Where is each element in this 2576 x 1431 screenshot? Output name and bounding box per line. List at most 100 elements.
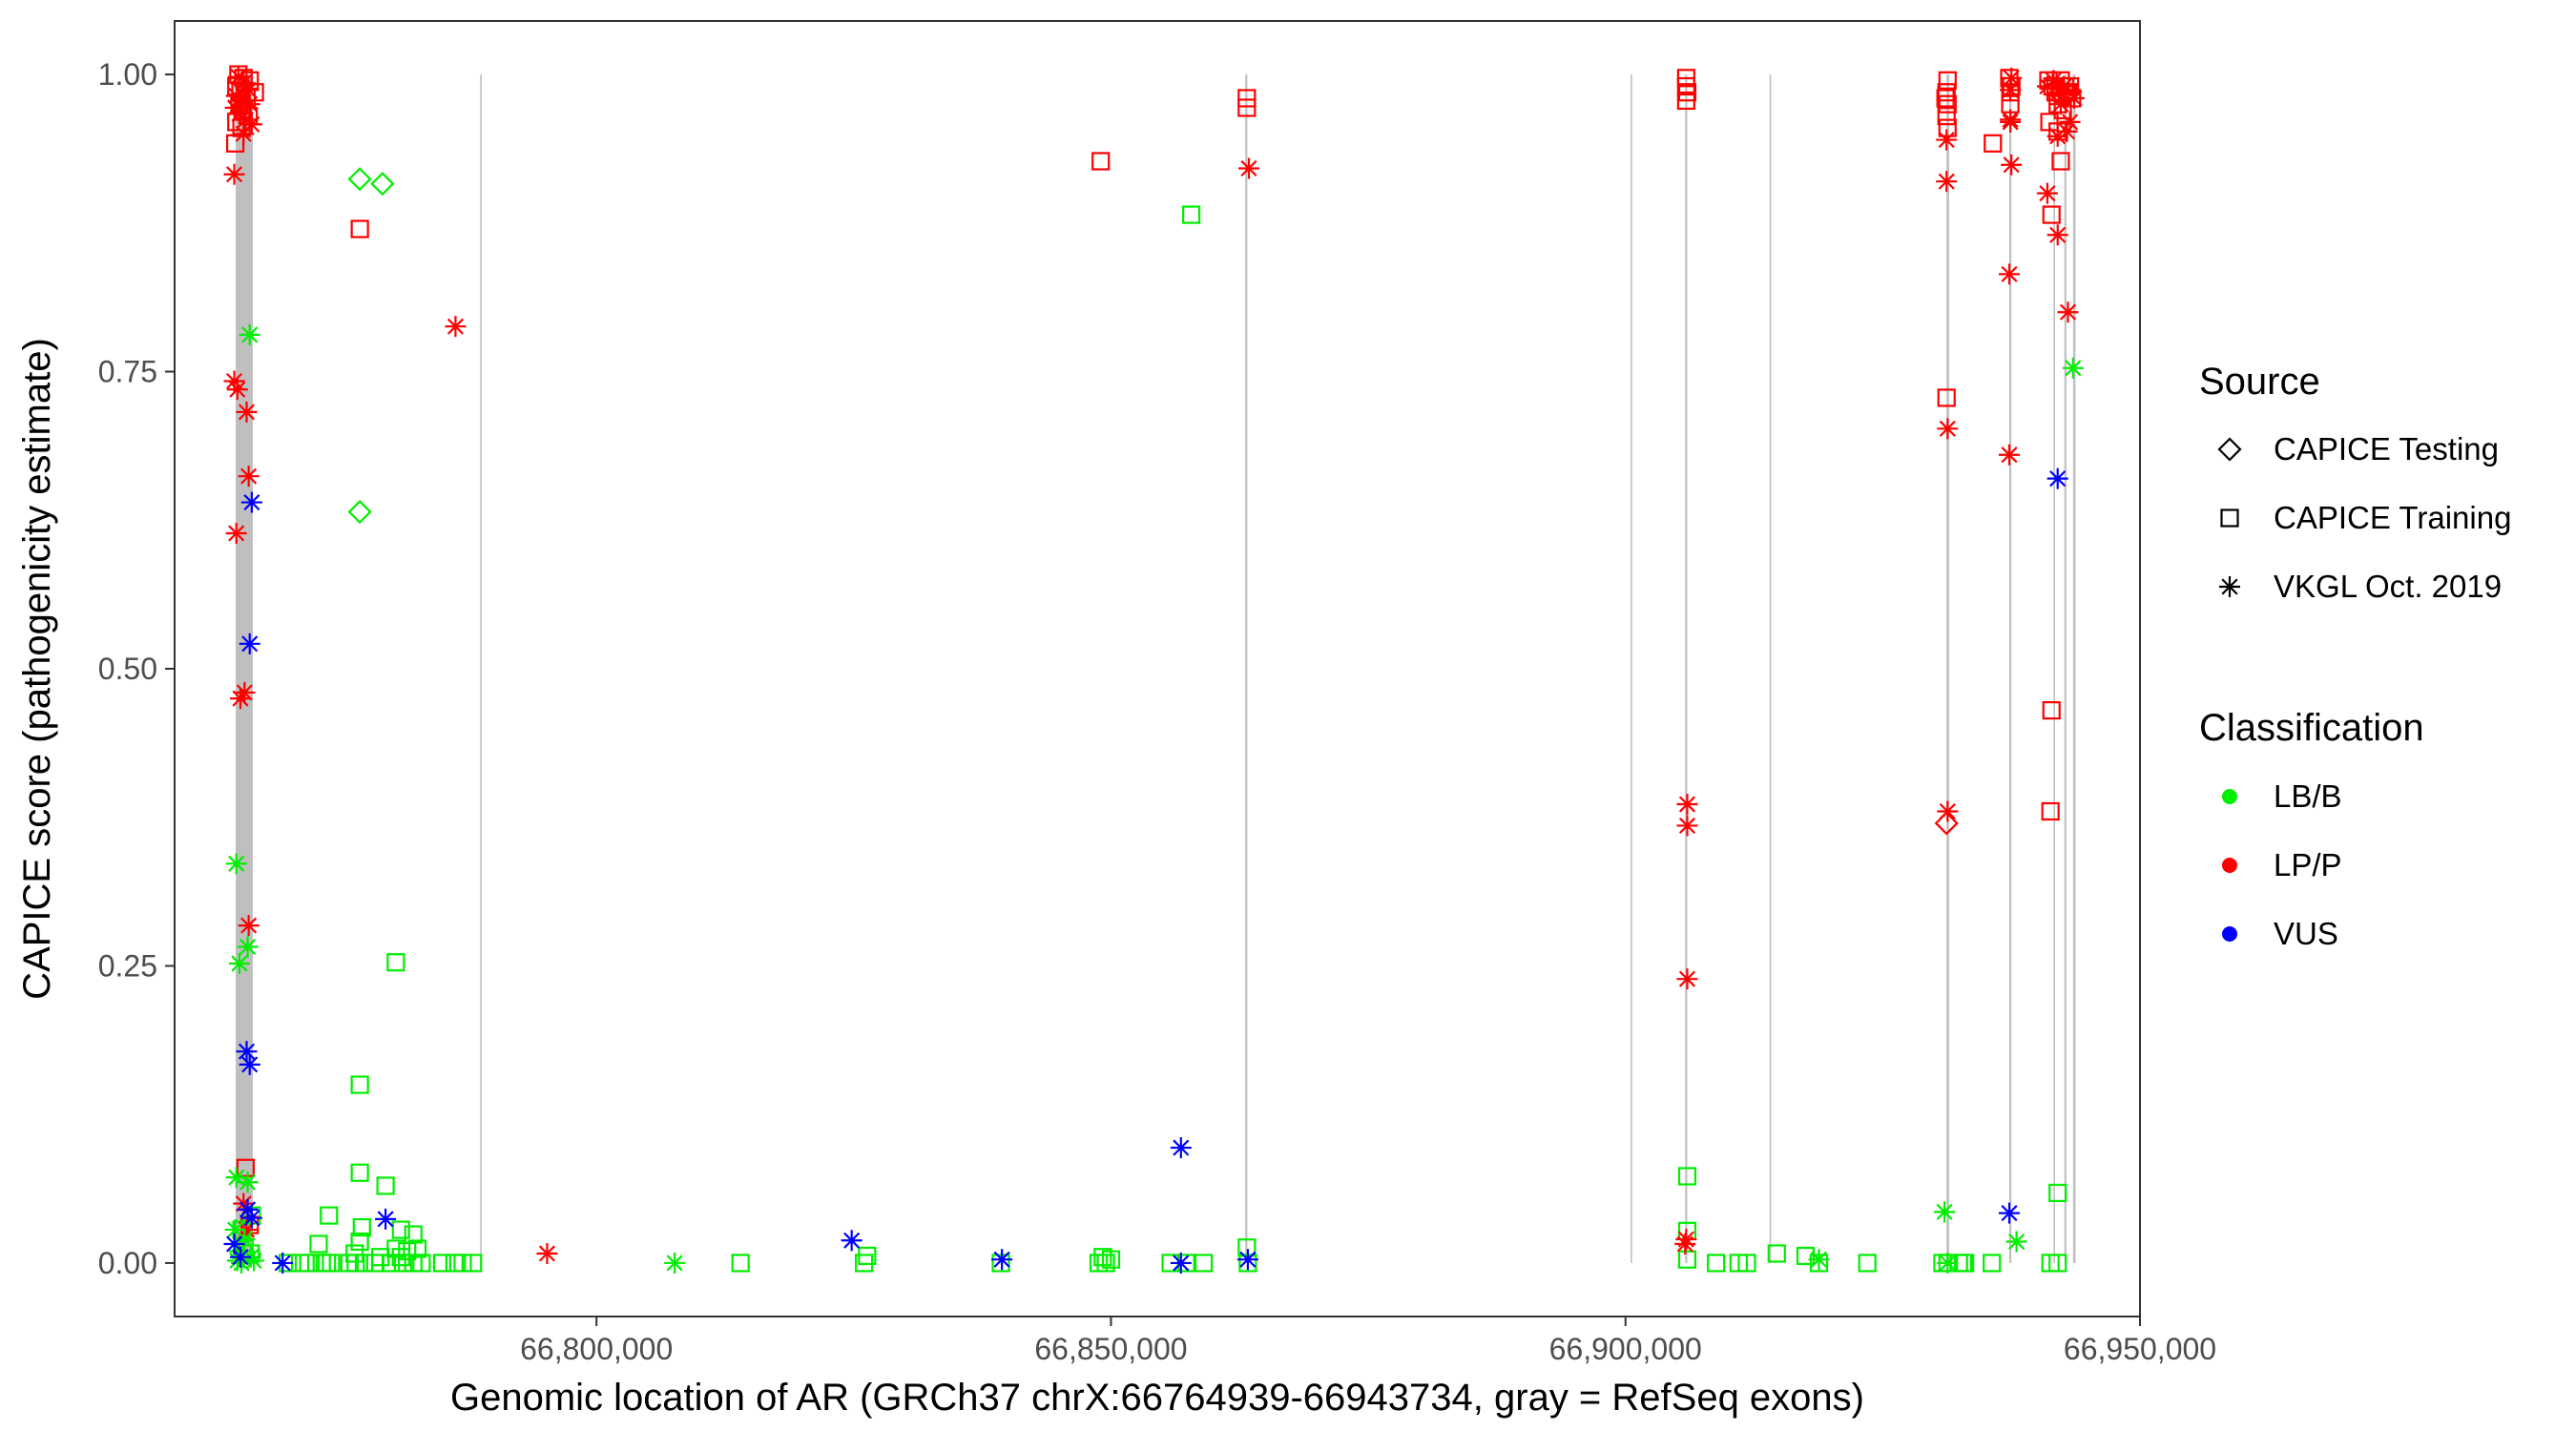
point-square-lbb bbox=[1858, 1254, 1877, 1273]
point-asterisk-vus bbox=[991, 1249, 1013, 1271]
point-asterisk-vus bbox=[240, 1207, 262, 1229]
point-square-lbb bbox=[345, 1244, 364, 1263]
point-square-lpp bbox=[1938, 94, 1957, 114]
point-square-lpp bbox=[236, 1158, 256, 1177]
point-square-lpp bbox=[1984, 134, 2003, 153]
point-square-lbb bbox=[404, 1225, 423, 1244]
point-square-lbb bbox=[1181, 205, 1201, 224]
point-asterisk-lpp bbox=[233, 123, 255, 145]
point-asterisk-lpp bbox=[238, 466, 260, 487]
point-diamond-lbb bbox=[347, 167, 372, 192]
point-asterisk-vus bbox=[1999, 1202, 2021, 1224]
point-asterisk-lpp bbox=[1676, 968, 1698, 990]
point-square-lbb bbox=[1194, 1254, 1214, 1273]
point-asterisk-lpp bbox=[230, 688, 252, 710]
point-square-lbb bbox=[352, 1217, 371, 1237]
point-square-lpp bbox=[1936, 89, 1955, 108]
point-square-lbb bbox=[1737, 1254, 1756, 1273]
point-square-lpp bbox=[350, 219, 369, 238]
point-square-lbb bbox=[731, 1254, 750, 1273]
point-square-lbb bbox=[350, 1232, 369, 1252]
point-asterisk-lpp bbox=[1936, 129, 1958, 151]
point-asterisk-lpp bbox=[223, 370, 245, 392]
point-square-lbb bbox=[1707, 1254, 1726, 1273]
point-asterisk-vus bbox=[1236, 1249, 1258, 1271]
point-asterisk-vus bbox=[272, 1252, 294, 1274]
point-asterisk-lpp bbox=[1237, 157, 1259, 179]
point-square-lbb bbox=[299, 1254, 318, 1273]
y-tick-label: 0.50 bbox=[98, 652, 157, 686]
point-asterisk-lpp bbox=[2000, 79, 2022, 101]
point-asterisk-vus bbox=[239, 1053, 260, 1075]
point-asterisk-lbb bbox=[225, 853, 247, 875]
point-diamond-lbb bbox=[347, 499, 372, 525]
point-asterisk-lpp bbox=[2001, 154, 2023, 176]
point-square-lbb bbox=[1677, 1250, 1697, 1269]
legend-source-items: CAPICE Testing CAPICE Training VKGL Oct. 2… bbox=[2217, 431, 2511, 604]
x-axis-title: Genomic location of AR (GRCh37 chrX:6676… bbox=[450, 1377, 1864, 1419]
exon-band bbox=[2009, 74, 2012, 1263]
point-square-lbb bbox=[391, 1248, 410, 1267]
point-asterisk-lpp bbox=[1937, 800, 1959, 822]
point-square-lbb bbox=[1096, 1254, 1115, 1273]
legend-source-label: VKGL Oct. 2019 bbox=[2274, 569, 2502, 604]
point-square-lbb bbox=[1677, 1167, 1697, 1186]
point-asterisk-lpp bbox=[2001, 67, 2023, 89]
point-square-lbb bbox=[350, 1075, 369, 1094]
point-asterisk-lbb bbox=[2005, 1231, 2027, 1253]
point-asterisk-vus bbox=[1170, 1137, 1192, 1159]
point-asterisk-lbb bbox=[239, 323, 260, 345]
point-asterisk-lpp bbox=[445, 316, 467, 338]
point-asterisk-lbb bbox=[1934, 1201, 1956, 1223]
point-asterisk-lpp bbox=[236, 401, 258, 423]
point-square-lbb bbox=[2048, 1183, 2067, 1203]
point-square-lbb bbox=[412, 1254, 431, 1273]
point-square-lbb bbox=[386, 953, 405, 972]
y-tick-label: 0.25 bbox=[98, 948, 157, 983]
point-asterisk-lbb bbox=[228, 952, 250, 974]
y-tick-label: 0.00 bbox=[98, 1246, 157, 1280]
point-square-lbb bbox=[322, 1254, 341, 1273]
legend-source-label: CAPICE Training bbox=[2274, 500, 2511, 535]
legend: Source CAPICE Testing CAPICE Training VKGL… bbox=[2199, 361, 2511, 951]
point-square-lbb bbox=[464, 1254, 483, 1273]
point-square-lbb bbox=[453, 1254, 472, 1273]
point-asterisk-lbb bbox=[237, 1172, 259, 1193]
exon-band bbox=[1685, 74, 1688, 1263]
point-square-lpp bbox=[1938, 71, 1957, 90]
point-asterisk-lpp bbox=[1999, 444, 2021, 466]
x-tick-label: 66,800,000 bbox=[520, 1332, 673, 1366]
point-square-lpp bbox=[2051, 152, 2070, 171]
point-asterisk-vus bbox=[240, 491, 262, 513]
x-tick-label: 66,900,000 bbox=[1549, 1332, 1702, 1366]
point-asterisk-lpp bbox=[536, 1242, 558, 1264]
y-tick-label: 1.00 bbox=[98, 57, 157, 92]
y-tick-label: 0.75 bbox=[98, 355, 157, 389]
legend-class-title: Classification bbox=[2199, 707, 2424, 749]
point-square-lpp bbox=[1237, 98, 1257, 117]
legend-diamond-key bbox=[2217, 437, 2242, 462]
point-square-lbb bbox=[432, 1254, 452, 1273]
exon-band bbox=[480, 74, 482, 1263]
legend-class-items: LB/B LP/P VUS bbox=[2222, 778, 2342, 951]
point-square-lbb bbox=[376, 1176, 395, 1195]
point-asterisk-lpp bbox=[225, 522, 247, 544]
point-square-lbb bbox=[309, 1234, 328, 1254]
point-asterisk-vus bbox=[239, 633, 260, 654]
exon-band bbox=[2064, 74, 2067, 1263]
point-square-lbb bbox=[2048, 1254, 2067, 1273]
point-asterisk-lpp bbox=[226, 379, 248, 401]
point-asterisk-lpp bbox=[234, 681, 256, 703]
exon-band bbox=[2072, 74, 2076, 1263]
point-square-lpp bbox=[1091, 152, 1111, 171]
exon-band bbox=[1769, 74, 1772, 1263]
legend-square-key bbox=[2220, 508, 2239, 528]
point-asterisk-lpp bbox=[224, 96, 246, 118]
point-asterisk-lpp bbox=[1999, 263, 2021, 285]
legend-source-label: CAPICE Testing bbox=[2274, 431, 2499, 467]
y-axis: 0.00 0.25 0.50 0.75 1.00 bbox=[98, 57, 175, 1280]
point-asterisk-lpp bbox=[1676, 815, 1698, 837]
exon-band bbox=[1946, 74, 1949, 1263]
point-asterisk-vus bbox=[236, 1041, 258, 1063]
